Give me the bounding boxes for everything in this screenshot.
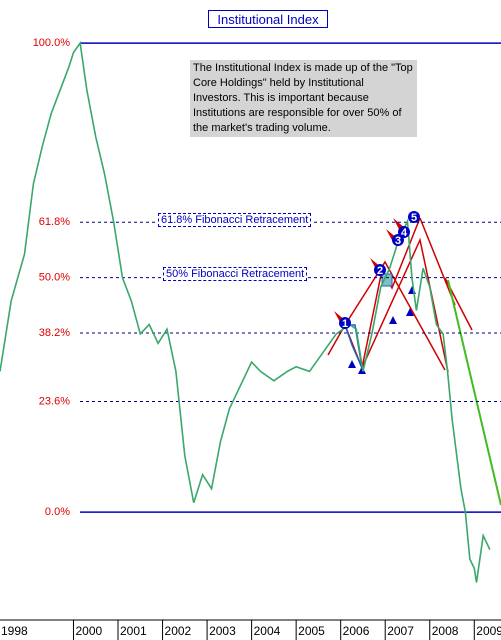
fib-label: 61.8% Fibonacci Retracement bbox=[158, 213, 312, 227]
wave-marker bbox=[374, 264, 386, 276]
x-tick-label: 1998 bbox=[1, 624, 28, 638]
x-tick-label: 2004 bbox=[254, 624, 281, 638]
wave-label: 5 bbox=[411, 212, 417, 224]
wave-marker bbox=[339, 317, 351, 329]
wave-label: 3 bbox=[395, 235, 401, 247]
x-tick-label: 2000 bbox=[75, 624, 102, 638]
wave-marker bbox=[408, 211, 420, 223]
x-tick-label: 2003 bbox=[209, 624, 236, 638]
chart-title: Institutional Index bbox=[208, 10, 328, 28]
x-tick-label: 2007 bbox=[387, 624, 414, 638]
y-tick-label: 100.0% bbox=[33, 37, 71, 49]
y-tick-label: 38.2% bbox=[39, 327, 70, 339]
x-tick-label: 2005 bbox=[298, 624, 325, 638]
x-tick-label: 2002 bbox=[165, 624, 192, 638]
fib-label: 50% Fibonacci Retracement bbox=[163, 267, 308, 281]
wave-marker bbox=[398, 226, 410, 238]
x-tick-label: 2001 bbox=[120, 624, 147, 638]
annotation: The Institutional Index is made up of th… bbox=[190, 60, 417, 137]
y-tick-label: 23.6% bbox=[39, 395, 70, 407]
wave-label: 1 bbox=[342, 318, 348, 330]
y-tick-label: 61.8% bbox=[39, 216, 70, 228]
x-tick-label: 2006 bbox=[343, 624, 370, 638]
x-tick-label: 2008 bbox=[432, 624, 459, 638]
y-tick-label: 50.0% bbox=[39, 272, 70, 284]
data-line bbox=[0, 41, 491, 583]
y-tick-label: 0.0% bbox=[45, 506, 70, 518]
decorations bbox=[327, 217, 501, 506]
wave-label: 4 bbox=[401, 227, 408, 239]
wave-label: 2 bbox=[377, 265, 383, 277]
x-tick-label: 2009 bbox=[476, 624, 501, 638]
